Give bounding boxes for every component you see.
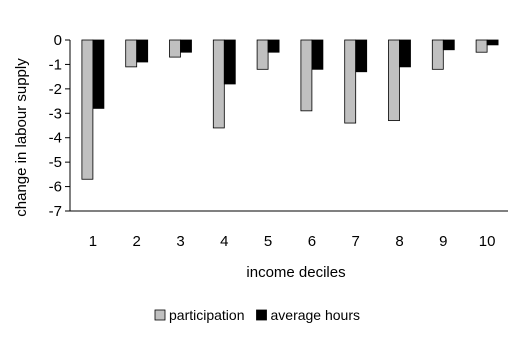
x-tick-label: 9 bbox=[439, 233, 447, 250]
y-axis-title: change in labour supply bbox=[13, 58, 30, 217]
x-axis-title: income deciles bbox=[246, 264, 345, 281]
bar-participation-7 bbox=[344, 39, 357, 124]
y-axis-ticks: 0 -1 -2 -3 -4 -5 -6 -7 bbox=[49, 32, 70, 220]
bar-average-hours-2 bbox=[136, 39, 149, 63]
bar-average-hours-7 bbox=[355, 39, 368, 73]
y-tick-label: -1 bbox=[49, 56, 62, 73]
bar-average-hours-5 bbox=[267, 39, 280, 53]
bar-average-hours-8 bbox=[399, 39, 411, 68]
x-tick-label: 3 bbox=[176, 233, 184, 250]
x-tick-label: 10 bbox=[479, 233, 496, 250]
y-tick-label: -2 bbox=[49, 81, 62, 98]
bar-participation-1 bbox=[81, 39, 94, 180]
bars-group bbox=[81, 39, 499, 180]
bar-participation-3 bbox=[169, 39, 181, 58]
x-tick-label: 8 bbox=[395, 233, 403, 250]
bar-participation-9 bbox=[431, 39, 444, 70]
bar-participation-10 bbox=[475, 39, 488, 53]
y-tick-label: -4 bbox=[49, 130, 62, 147]
y-tick-label: -5 bbox=[49, 154, 62, 171]
bar-participation-4 bbox=[212, 39, 225, 129]
bar-average-hours-10 bbox=[486, 39, 499, 46]
y-tick-label: -6 bbox=[49, 179, 62, 196]
x-tick-label: 1 bbox=[89, 233, 97, 250]
y-tick-label: -7 bbox=[49, 203, 62, 220]
bar-participation-8 bbox=[388, 39, 400, 122]
bar-average-hours-9 bbox=[442, 39, 455, 51]
y-tick-label: 0 bbox=[54, 32, 62, 49]
x-tick-label: 7 bbox=[352, 233, 360, 250]
legend-label-participation: participation bbox=[169, 307, 245, 323]
legend-swatch-participation bbox=[154, 309, 166, 321]
x-axis-ticks: 1 2 3 4 5 6 7 8 9 10 bbox=[89, 233, 496, 250]
x-tick-label: 4 bbox=[220, 233, 228, 250]
legend-label-average-hours: average hours bbox=[271, 307, 361, 323]
bar-average-hours-4 bbox=[223, 39, 236, 85]
bar-participation-6 bbox=[300, 39, 313, 112]
bar-participation-2 bbox=[125, 39, 138, 68]
legend: participation average hours bbox=[154, 307, 361, 323]
bar-average-hours-1 bbox=[92, 39, 105, 109]
legend-swatch-average-hours bbox=[256, 309, 267, 321]
bar-average-hours-6 bbox=[311, 39, 324, 70]
x-tick-label: 5 bbox=[264, 233, 272, 250]
y-tick-label: -3 bbox=[49, 105, 62, 122]
x-tick-label: 2 bbox=[133, 233, 141, 250]
bar-average-hours-3 bbox=[180, 39, 192, 53]
x-tick-label: 6 bbox=[308, 233, 316, 250]
bar-participation-5 bbox=[256, 39, 269, 70]
